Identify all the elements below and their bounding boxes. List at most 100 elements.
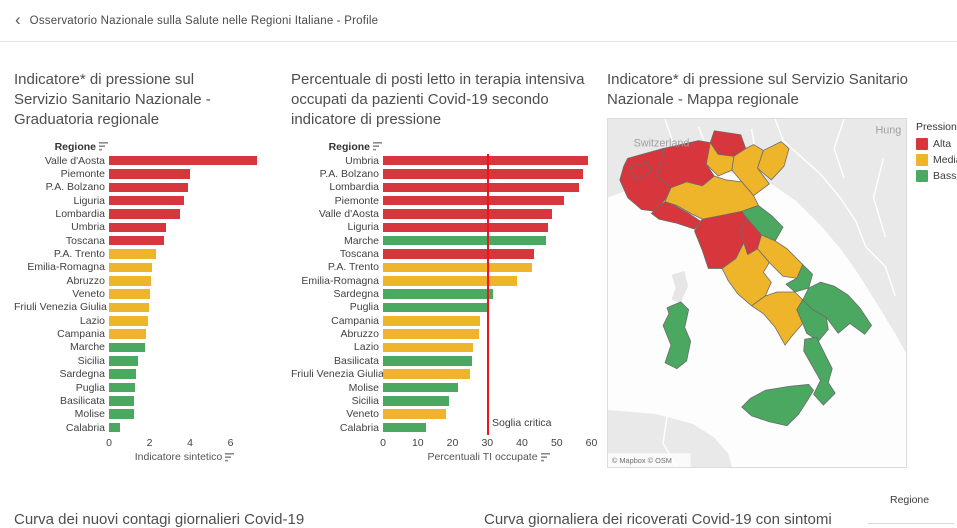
region-label[interactable]: Lazio: [79, 314, 105, 327]
map-region-basilicata[interactable]: [796, 299, 829, 342]
legend-item-alta[interactable]: Alta: [916, 138, 957, 150]
region-label[interactable]: Friuli Venezia Giulia: [291, 368, 384, 381]
region-label[interactable]: Valle d'Aosta: [44, 154, 105, 167]
legend-item-media[interactable]: Media: [916, 154, 957, 166]
region-bar[interactable]: [109, 235, 164, 246]
region-label[interactable]: P.A. Trento: [53, 248, 105, 261]
region-label[interactable]: Emilia-Romagna: [27, 261, 105, 274]
region-bar[interactable]: [109, 155, 257, 166]
region-label[interactable]: P.A. Trento: [327, 261, 379, 274]
legend-item-bassa[interactable]: Bassa: [916, 170, 957, 182]
region-label[interactable]: Valle d'Aosta: [318, 208, 379, 221]
region-bar[interactable]: [383, 182, 580, 193]
region-bar[interactable]: [109, 195, 184, 206]
region-bar[interactable]: [383, 382, 458, 393]
region-bar[interactable]: [383, 235, 547, 246]
region-bar[interactable]: [109, 222, 166, 233]
region-label[interactable]: Toscana: [65, 234, 105, 247]
region-bar[interactable]: [109, 356, 139, 366]
region-label[interactable]: Lombardia: [329, 181, 379, 194]
map-region-valle-d-aosta[interactable]: [629, 161, 652, 181]
region-bar[interactable]: [383, 422, 427, 433]
region-bar[interactable]: [109, 342, 145, 353]
region-bar[interactable]: [383, 356, 472, 366]
sort-icon[interactable]: [540, 452, 551, 462]
map-region-sicilia[interactable]: [741, 384, 814, 427]
map-region-sardegna[interactable]: [662, 301, 692, 370]
region-bar[interactable]: [109, 422, 121, 433]
region-label[interactable]: Marche: [343, 234, 379, 247]
region-bar[interactable]: [109, 262, 152, 273]
region-bar[interactable]: [109, 209, 180, 219]
region-label[interactable]: Sardegna: [333, 288, 379, 301]
map-attribution[interactable]: © Mapbox © OSM: [612, 456, 672, 465]
map-region-friuli-venezia-giulia[interactable]: [757, 141, 790, 181]
region-bar[interactable]: [109, 409, 135, 419]
region-bar[interactable]: [383, 155, 588, 166]
region-label[interactable]: Molise: [348, 381, 379, 394]
region-bar[interactable]: [109, 289, 150, 299]
region-label[interactable]: Sicilia: [351, 394, 379, 407]
region-label[interactable]: Molise: [74, 408, 105, 421]
region-label[interactable]: Lombardia: [55, 208, 105, 221]
region-bar[interactable]: [383, 396, 449, 406]
region-label[interactable]: P.A. Bolzano: [45, 181, 105, 194]
region-label[interactable]: Umbria: [71, 221, 105, 234]
region-bar[interactable]: [109, 276, 151, 286]
region-label[interactable]: Liguria: [73, 194, 105, 207]
region-label[interactable]: Friuli Venezia Giulia: [14, 301, 107, 314]
region-label[interactable]: Umbria: [345, 154, 379, 167]
region-bar[interactable]: [109, 169, 191, 179]
region-label[interactable]: Campania: [331, 314, 379, 327]
region-label[interactable]: P.A. Bolzano: [319, 168, 379, 181]
region-label[interactable]: Piemonte: [60, 168, 105, 181]
region-label[interactable]: Lazio: [353, 341, 379, 354]
region-bar[interactable]: [109, 382, 136, 393]
region-bar[interactable]: [383, 222, 549, 233]
region-bar[interactable]: [383, 169, 583, 179]
region-label[interactable]: Campania: [57, 328, 105, 341]
region-label[interactable]: Calabria: [339, 421, 379, 434]
region-label[interactable]: Calabria: [65, 421, 105, 434]
region-label[interactable]: Basilicata: [60, 394, 105, 407]
region-label[interactable]: Veneto: [72, 288, 105, 301]
region-bar[interactable]: [109, 396, 135, 406]
region-bar[interactable]: [383, 342, 474, 353]
region-bar[interactable]: [109, 249, 156, 259]
region-bar[interactable]: [383, 276, 517, 286]
region-bar[interactable]: [383, 289, 493, 299]
back-chevron-icon[interactable]: ‹: [15, 10, 21, 29]
region-label[interactable]: Veneto: [346, 408, 379, 421]
region-label[interactable]: Puglia: [349, 301, 379, 314]
region-bar[interactable]: [109, 316, 148, 326]
sort-icon[interactable]: [99, 142, 109, 151]
map-region-campania[interactable]: [751, 291, 804, 346]
region-label[interactable]: Sicilia: [77, 354, 105, 367]
region-label[interactable]: Sardegna: [59, 368, 105, 381]
region-bar[interactable]: [383, 316, 481, 326]
map-region-calabria[interactable]: [803, 336, 836, 406]
region-bar[interactable]: [383, 209, 552, 219]
region-bar[interactable]: [383, 262, 533, 273]
region-bar[interactable]: [383, 329, 479, 339]
region-bar[interactable]: [383, 195, 564, 206]
region-label[interactable]: Piemonte: [334, 194, 379, 207]
region-bar[interactable]: [109, 302, 149, 313]
region-label[interactable]: Liguria: [347, 221, 379, 234]
map-region-lazio[interactable]: [721, 242, 772, 307]
region-bar[interactable]: [383, 409, 446, 419]
region-label[interactable]: Marche: [69, 341, 105, 354]
region-label[interactable]: Basilicata: [334, 354, 379, 367]
region-bar[interactable]: [109, 369, 137, 379]
map-region-veneto[interactable]: [731, 144, 770, 197]
region-bar[interactable]: [383, 249, 535, 259]
region-label[interactable]: Abruzzo: [66, 274, 105, 287]
region-label[interactable]: Puglia: [75, 381, 105, 394]
region-bar[interactable]: [383, 302, 489, 313]
region-label[interactable]: Toscana: [339, 248, 379, 261]
region-bar[interactable]: [109, 329, 146, 339]
region-bar[interactable]: [383, 369, 470, 379]
region-bar[interactable]: [109, 182, 188, 193]
sort-icon[interactable]: [225, 452, 235, 462]
sort-icon[interactable]: [373, 142, 383, 151]
